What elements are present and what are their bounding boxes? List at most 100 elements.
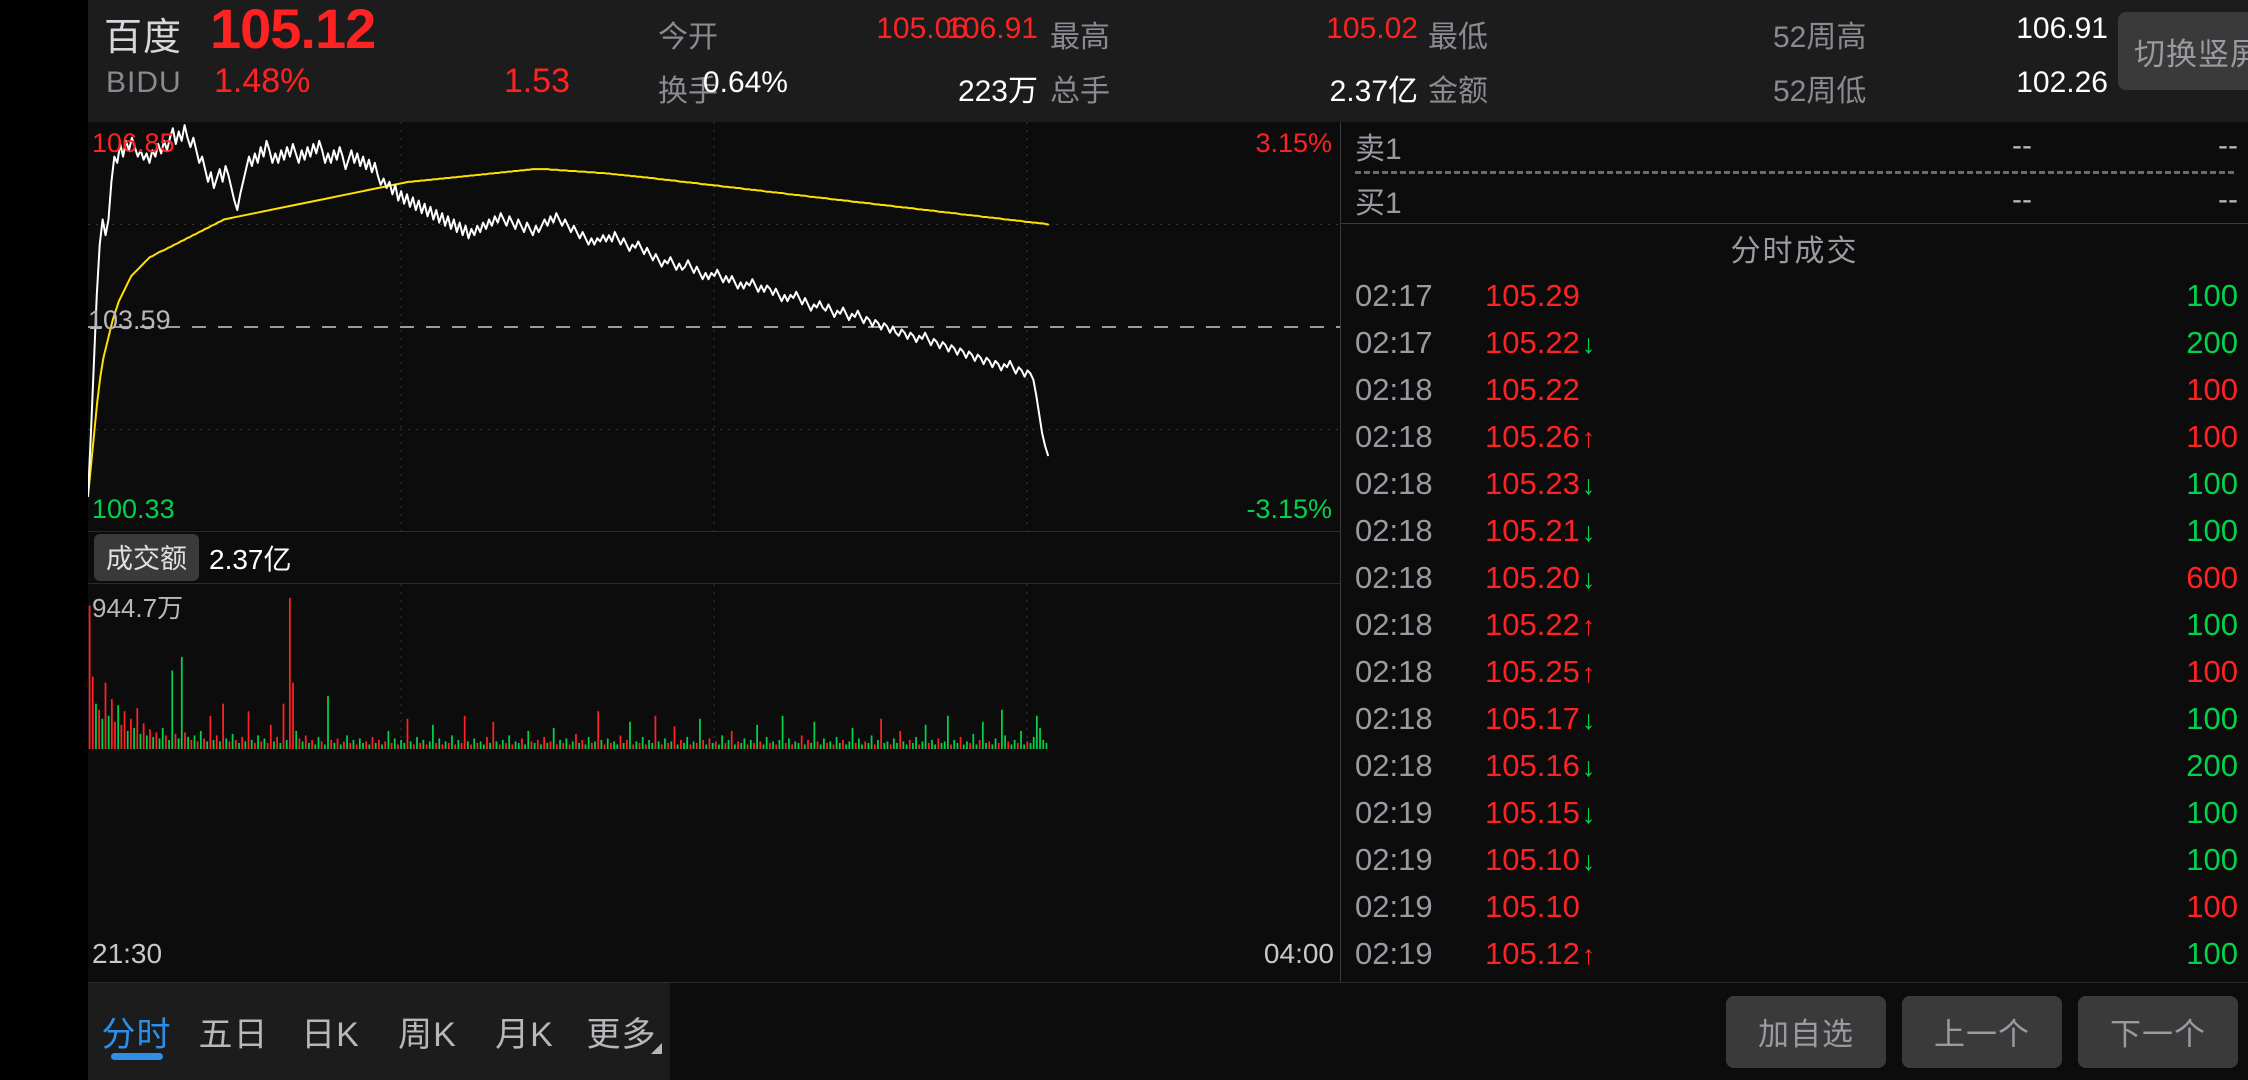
next-stock-button[interactable]: 下一个 (2078, 995, 2238, 1068)
arrow-down-icon: ↓ (1581, 563, 1596, 594)
period-tabs[interactable]: 分时 五日 日K 周K 月K 更多 (88, 982, 670, 1080)
active-tab-underline (110, 1053, 163, 1060)
tick-time: 02:19 (1355, 794, 1433, 830)
tab-3[interactable]: 日K (282, 983, 379, 1080)
tick-list[interactable]: 02:17 105.29 100 02:17 105.22↓ 200 02:18 105.22… (1341, 272, 2248, 982)
volume-chart[interactable]: 944.7万 (88, 584, 1340, 936)
tab-4[interactable]: 周K (379, 983, 476, 1080)
open-label: 今开 (658, 21, 718, 54)
arrow-down-icon: ↓ (1581, 751, 1596, 782)
tick-time: 02:19 (1355, 935, 1433, 971)
tick-row[interactable]: 02:19 105.12↑ 100 (1341, 930, 2248, 977)
stock-symbol: BIDU (106, 66, 182, 99)
add-watchlist-button[interactable]: 加自选 (1726, 995, 1886, 1068)
tick-row[interactable]: 02:18 105.25↑ 100 (1341, 648, 2248, 695)
tick-row[interactable]: 02:18 105.22 100 (1341, 366, 2248, 413)
week52-high-value: 106.91 (2016, 12, 2108, 45)
high-label: 最高 (1050, 21, 1110, 54)
chart-column: 106.85 3.15% 103.59 100.33 -3.15% 成交额 2.… (88, 122, 1340, 982)
tick-row[interactable]: 02:18 105.17↓ 100 (1341, 695, 2248, 742)
tick-volume: 100 (2186, 653, 2238, 689)
tick-price: 105.16↓ (1485, 747, 1596, 783)
quote-header: 百度 BIDU 105.12 1.48% 1.53 今开 105.06 换手 0… (88, 0, 2248, 122)
tick-price: 105.23↓ (1485, 465, 1596, 501)
bid-volume: -- (2218, 182, 2238, 216)
arrow-down-icon: ↓ (1581, 798, 1596, 829)
tab-label: 月K (495, 1016, 554, 1054)
axis-high-price: 106.85 (92, 128, 175, 158)
tick-row[interactable]: 02:17 105.22↓ 200 (1341, 319, 2248, 366)
tick-row[interactable]: 02:18 105.26↑ 100 (1341, 413, 2248, 460)
footer-left-gutter (0, 982, 88, 1080)
total-volume-value: 223万 (957, 75, 1038, 108)
footer-actions: 加自选 上一个 下一个 (1700, 982, 2248, 1080)
volume-indicator-chip[interactable]: 成交额 (94, 534, 199, 581)
tick-row[interactable]: 02:18 105.16↓ 200 (1341, 742, 2248, 789)
tick-volume: 200 (2186, 747, 2238, 783)
arrow-up-icon: ↑ (1581, 610, 1596, 641)
arrow-up-icon: ↑ (1581, 657, 1596, 688)
amount-label: 金额 (1428, 75, 1488, 108)
footer-spacer (670, 982, 1700, 1080)
bid-label: 买1 (1355, 186, 1402, 220)
right-panel: 卖1 -- -- 买1 -- -- 分时成交 02:17 105.29 100 02:… (1340, 122, 2248, 982)
tick-volume: 100 (2186, 794, 2238, 830)
stock-name-cn: 百度 (104, 17, 183, 59)
previous-stock-button[interactable]: 上一个 (1902, 995, 2062, 1068)
tick-price: 105.26↑ (1485, 418, 1596, 454)
tick-row[interactable]: 02:18 105.20↓ 600 (1341, 554, 2248, 601)
main-body: 106.85 3.15% 103.59 100.33 -3.15% 成交额 2.… (0, 122, 2248, 982)
order-book-divider (1355, 171, 2234, 174)
arrow-down-icon: ↓ (1581, 469, 1596, 500)
tab-2[interactable]: 五日 (185, 983, 282, 1080)
tick-list-title: 分时成交 (1730, 235, 1859, 268)
tick-row[interactable]: 02:18 105.22↑ 100 (1341, 601, 2248, 648)
tab-1[interactable]: 分时 (88, 983, 185, 1080)
tick-row[interactable]: 02:17 105.29 100 (1341, 272, 2248, 319)
tick-row[interactable]: 02:18 105.23↓ 100 (1341, 460, 2248, 507)
total-volume-label: 总手 (1050, 75, 1110, 108)
arrow-down-icon: ↓ (1581, 516, 1596, 547)
tab-label: 五日 (198, 1016, 269, 1054)
axis-low-percent: -3.15% (1246, 494, 1332, 524)
price-chart-canvas (88, 122, 1340, 531)
tick-row[interactable]: 02:19 105.10 100 (1341, 883, 2248, 930)
low-value: 105.02 (1326, 12, 1418, 45)
chevron-more-icon (651, 1043, 662, 1054)
switch-orientation-button[interactable]: 切换竖屏 (2118, 12, 2248, 90)
tick-row[interactable]: 02:18 105.21↓ 100 (1341, 507, 2248, 554)
tick-volume: 100 (2186, 512, 2238, 548)
left-gutter (0, 122, 88, 982)
order-book-bid-row[interactable]: 买1 -- -- (1341, 176, 2248, 223)
tick-time: 02:18 (1355, 371, 1433, 407)
tab-label: 分时 (101, 1016, 172, 1054)
tick-volume: 200 (2186, 324, 2238, 360)
tick-price: 105.15↓ (1485, 794, 1596, 830)
order-book: 卖1 -- -- 买1 -- -- (1341, 122, 2248, 224)
tab-label: 更多 (586, 1016, 657, 1054)
tab-6[interactable]: 更多 (573, 983, 670, 1080)
change-percent: 1.48% (214, 62, 311, 100)
ask-label: 卖1 (1355, 132, 1402, 166)
axis-mid-price: 103.59 (88, 305, 171, 335)
arrow-down-icon: ↓ (1581, 328, 1596, 359)
high-value: 106.91 (946, 12, 1038, 45)
tick-row[interactable]: 02:19 105.10↓ 100 (1341, 836, 2248, 883)
tick-price: 105.10↓ (1485, 841, 1596, 877)
order-book-ask-row[interactable]: 卖1 -- -- (1341, 122, 2248, 169)
tick-time: 02:18 (1355, 559, 1433, 595)
tick-volume: 100 (2186, 935, 2238, 971)
tick-volume: 100 (2186, 841, 2238, 877)
tick-row[interactable]: 02:19 105.15↓ 100 (1341, 789, 2248, 836)
tick-time: 02:18 (1355, 418, 1433, 454)
bid-price: -- (2012, 182, 2032, 216)
low-label: 最低 (1428, 21, 1488, 54)
arrow-down-icon: ↓ (1581, 845, 1596, 876)
price-chart[interactable]: 106.85 3.15% 103.59 100.33 -3.15% (88, 122, 1340, 532)
tick-price: 105.22 (1485, 371, 1580, 407)
ask-price: -- (2012, 128, 2032, 162)
tick-time: 02:18 (1355, 606, 1433, 642)
tick-time: 02:18 (1355, 653, 1433, 689)
tab-5[interactable]: 月K (476, 983, 573, 1080)
